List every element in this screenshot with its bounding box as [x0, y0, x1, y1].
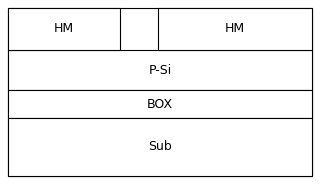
- Bar: [8, 50, 312, 90]
- Text: P-Si: P-Si: [148, 63, 172, 77]
- Text: HM: HM: [54, 22, 74, 36]
- Bar: [8, 8, 120, 50]
- Text: BOX: BOX: [147, 98, 173, 111]
- Bar: [8, 90, 312, 118]
- Bar: [8, 118, 312, 176]
- Bar: [158, 8, 312, 50]
- Text: HM: HM: [225, 22, 245, 36]
- Text: Sub: Sub: [148, 141, 172, 153]
